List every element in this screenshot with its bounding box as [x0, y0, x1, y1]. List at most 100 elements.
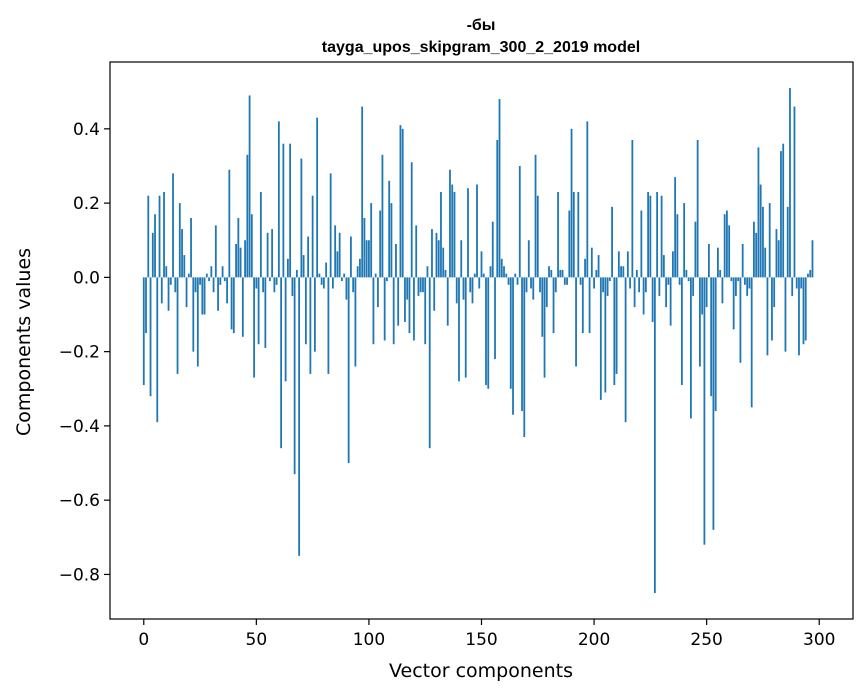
- bar: [223, 277, 226, 282]
- bar: [665, 277, 668, 308]
- bar: [789, 87, 791, 278]
- bar: [545, 277, 548, 308]
- bar: [158, 195, 161, 278]
- bar: [768, 203, 771, 278]
- bar: [309, 277, 312, 374]
- bar: [446, 277, 449, 326]
- bar: [597, 255, 600, 278]
- bar: [467, 188, 469, 278]
- bar: [205, 273, 208, 278]
- bar: [782, 143, 785, 278]
- y-tick-label: 0.0: [73, 268, 100, 288]
- bar: [404, 277, 406, 322]
- bar: [151, 232, 154, 278]
- bar: [232, 277, 235, 334]
- bar: [187, 273, 190, 278]
- bar: [277, 121, 280, 278]
- bar: [498, 99, 501, 278]
- bar: [804, 277, 807, 341]
- x-tick-label: 50: [246, 630, 268, 650]
- bar: [811, 240, 814, 278]
- bar: [282, 143, 285, 278]
- bar: [563, 277, 566, 285]
- bar: [174, 277, 177, 293]
- bar: [570, 128, 573, 278]
- bar: [485, 277, 487, 386]
- bar: [154, 214, 156, 278]
- bar: [575, 277, 577, 367]
- bar: [419, 277, 422, 293]
- bar: [336, 251, 339, 278]
- bar: [642, 277, 645, 315]
- bar: [530, 277, 532, 289]
- x-tick-label: 150: [465, 630, 497, 650]
- bar: [669, 277, 672, 326]
- bar: [480, 251, 483, 278]
- bar: [397, 277, 400, 326]
- bar: [259, 191, 262, 278]
- bar: [341, 277, 343, 282]
- bar: [440, 191, 442, 278]
- bar: [199, 277, 201, 285]
- bar: [370, 203, 373, 278]
- bar: [615, 277, 618, 374]
- bar: [561, 269, 564, 278]
- bar: [273, 277, 276, 293]
- bar: [649, 195, 652, 278]
- bar: [667, 277, 670, 285]
- bar: [354, 277, 357, 367]
- bar: [228, 169, 231, 278]
- bar: [428, 277, 431, 449]
- bar: [735, 277, 737, 296]
- bar: [586, 121, 589, 278]
- bar: [680, 277, 683, 386]
- bar: [399, 125, 402, 278]
- bar: [149, 277, 152, 397]
- bar: [455, 277, 458, 304]
- bar: [629, 277, 631, 289]
- bar: [318, 273, 321, 278]
- bar: [300, 158, 303, 278]
- bar: [453, 191, 456, 278]
- bar: [552, 277, 555, 334]
- bar: [726, 210, 728, 278]
- bar: [295, 269, 298, 278]
- y-tick-label: −0.4: [59, 417, 100, 437]
- bar: [708, 243, 710, 278]
- bar: [388, 180, 391, 278]
- bar: [719, 269, 722, 278]
- y-tick-label: −0.8: [59, 565, 100, 585]
- bar: [653, 277, 656, 593]
- bar: [755, 232, 758, 278]
- bar: [730, 277, 733, 282]
- bar: [631, 139, 634, 278]
- bar: [329, 173, 332, 278]
- y-tick-label: 0.4: [73, 120, 100, 140]
- bar: [532, 277, 535, 300]
- bar: [212, 277, 215, 293]
- bar: [741, 243, 744, 278]
- bar: [694, 221, 697, 278]
- bar: [762, 206, 764, 278]
- bar: [210, 266, 213, 278]
- bar: [226, 277, 228, 304]
- bar: [172, 173, 174, 278]
- bar: [435, 232, 438, 278]
- bar: [363, 217, 366, 278]
- bar: [579, 277, 582, 285]
- bar: [381, 154, 384, 278]
- bar: [437, 240, 440, 278]
- bar: [458, 277, 460, 382]
- bar: [518, 165, 521, 278]
- bar: [181, 229, 183, 278]
- bar: [266, 232, 269, 278]
- bar: [687, 277, 690, 282]
- bar: [606, 277, 609, 296]
- chart-title-line2: tayga_upos_skipgram_300_2_2019 model: [322, 39, 640, 56]
- bar: [183, 255, 186, 278]
- bar: [746, 277, 749, 296]
- bar: [262, 277, 264, 293]
- bar: [543, 277, 546, 378]
- bar: [235, 243, 237, 278]
- bar: [482, 273, 485, 278]
